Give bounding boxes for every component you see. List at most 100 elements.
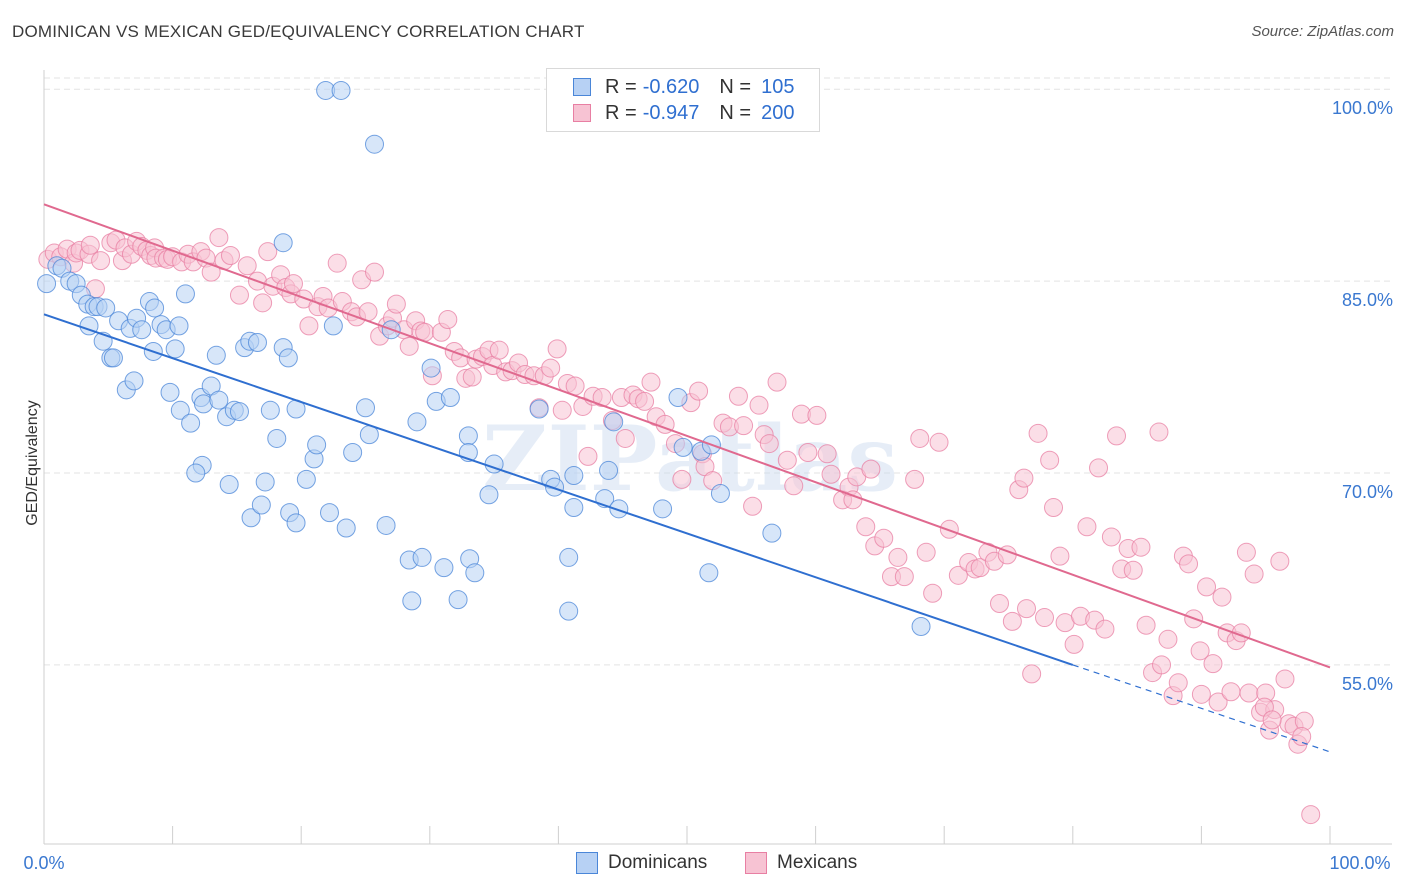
mexican-trend-line xyxy=(43,203,1331,669)
mexican-point xyxy=(672,469,692,489)
mexican-point xyxy=(929,432,949,452)
dominican-point xyxy=(609,499,629,519)
mexican-point xyxy=(1022,664,1042,684)
dominican-point xyxy=(229,402,249,422)
mexican-point xyxy=(728,386,748,406)
dominican-point xyxy=(564,466,584,486)
mexican-point xyxy=(258,242,278,262)
mexican-point xyxy=(1190,641,1210,661)
bottom-legend-label: Dominicans xyxy=(608,852,708,873)
dominican-point xyxy=(160,382,180,402)
dominican-point xyxy=(209,390,229,410)
bottom-legend-dominicans[interactable]: Dominicans xyxy=(576,852,707,874)
dominican-point xyxy=(241,508,261,528)
bottom-legend-swatch-blue xyxy=(576,852,598,874)
mexican-point xyxy=(615,428,635,448)
dominican-point xyxy=(365,134,385,154)
dominican-point xyxy=(286,513,306,533)
mexican-point xyxy=(1014,468,1034,488)
dominican-point xyxy=(376,515,396,535)
dominican-point xyxy=(96,298,116,318)
mexican-point xyxy=(489,340,509,360)
legend-swatch-pink xyxy=(573,104,591,122)
bottom-legend: Dominicans Mexicans xyxy=(0,852,1406,878)
legend-swatch-blue xyxy=(573,78,591,96)
mexican-point xyxy=(784,476,804,496)
dominican-point xyxy=(145,298,165,318)
dominican-point xyxy=(529,399,549,419)
dominican-point xyxy=(356,398,375,418)
legend-n-value: 105 xyxy=(761,75,795,98)
mexican-point xyxy=(1017,599,1037,619)
grid-layer xyxy=(44,77,1392,666)
mexican-point xyxy=(541,358,561,378)
mexican-point xyxy=(592,388,612,408)
mexican-point xyxy=(209,228,229,248)
mexican-point xyxy=(1203,654,1223,674)
mexican-point xyxy=(1179,554,1199,574)
dominican-point xyxy=(599,460,619,480)
mexican-point xyxy=(283,274,303,294)
dominican-point xyxy=(336,518,356,538)
mexican-point xyxy=(1262,710,1282,730)
mexican-point xyxy=(1101,527,1121,547)
dominican-point xyxy=(307,435,327,455)
y-tick-label: 70.0% xyxy=(1342,482,1393,502)
mexican-point xyxy=(798,443,818,463)
mexican-point xyxy=(807,405,827,425)
mexican-point xyxy=(894,567,914,587)
dominican-point xyxy=(421,358,441,378)
dominican-point xyxy=(170,400,190,420)
mexican-point xyxy=(1301,805,1321,825)
mexican-point xyxy=(1095,619,1115,639)
mexican-point xyxy=(743,496,763,516)
bottom-legend-swatch-pink xyxy=(745,852,767,874)
y-axis-label: GED/Equivalency xyxy=(24,400,41,525)
mexican-point xyxy=(1275,669,1295,689)
mexican-point xyxy=(759,434,779,454)
dominican-point xyxy=(331,80,351,100)
dominican-point xyxy=(458,426,478,446)
mexican-point xyxy=(365,262,385,282)
dominican-point xyxy=(479,485,499,505)
mexican-point xyxy=(874,528,894,548)
mexican-point xyxy=(1270,551,1290,571)
legend-n-label: N = xyxy=(719,75,752,98)
mexican-point xyxy=(817,444,837,464)
dominican-point xyxy=(407,412,427,432)
bottom-legend-mexicans[interactable]: Mexicans xyxy=(745,852,857,874)
mexican-point xyxy=(1107,426,1127,446)
mexican-point xyxy=(552,400,572,420)
mexican-point xyxy=(1292,727,1312,747)
legend-row-mexicans: R = -0.947 N = 200 xyxy=(573,101,794,125)
mexican-point xyxy=(939,519,959,539)
dominican-point xyxy=(343,443,363,463)
dominican-point xyxy=(564,498,584,518)
mexican-point xyxy=(1158,629,1178,649)
mexican-point xyxy=(635,391,655,411)
mexican-point xyxy=(237,256,257,276)
legend-r-value: -0.947 xyxy=(642,101,700,124)
mexican-point xyxy=(229,285,249,305)
mexican-point xyxy=(253,293,273,313)
mexican-point xyxy=(201,262,221,282)
mexican-point xyxy=(80,235,100,255)
mexican-point xyxy=(1212,587,1232,607)
mexican-point xyxy=(386,294,406,314)
dominican-point xyxy=(412,547,432,567)
legend-n-label: N = xyxy=(719,101,752,124)
mexican-point xyxy=(1050,546,1070,566)
dominican-point xyxy=(296,469,316,489)
mexican-point xyxy=(1064,634,1084,654)
y-tick-label: 85.0% xyxy=(1342,290,1393,310)
dominican-point xyxy=(762,523,782,543)
dominican-point xyxy=(668,388,688,408)
x-tick-label: 100.0% xyxy=(1329,853,1390,873)
dominican-point xyxy=(699,563,719,583)
dominican-point xyxy=(132,320,152,340)
mexican-point xyxy=(1221,682,1241,702)
mexican-point xyxy=(1149,422,1169,442)
mexican-point xyxy=(1028,423,1048,443)
legend-n-value: 200 xyxy=(761,101,795,124)
